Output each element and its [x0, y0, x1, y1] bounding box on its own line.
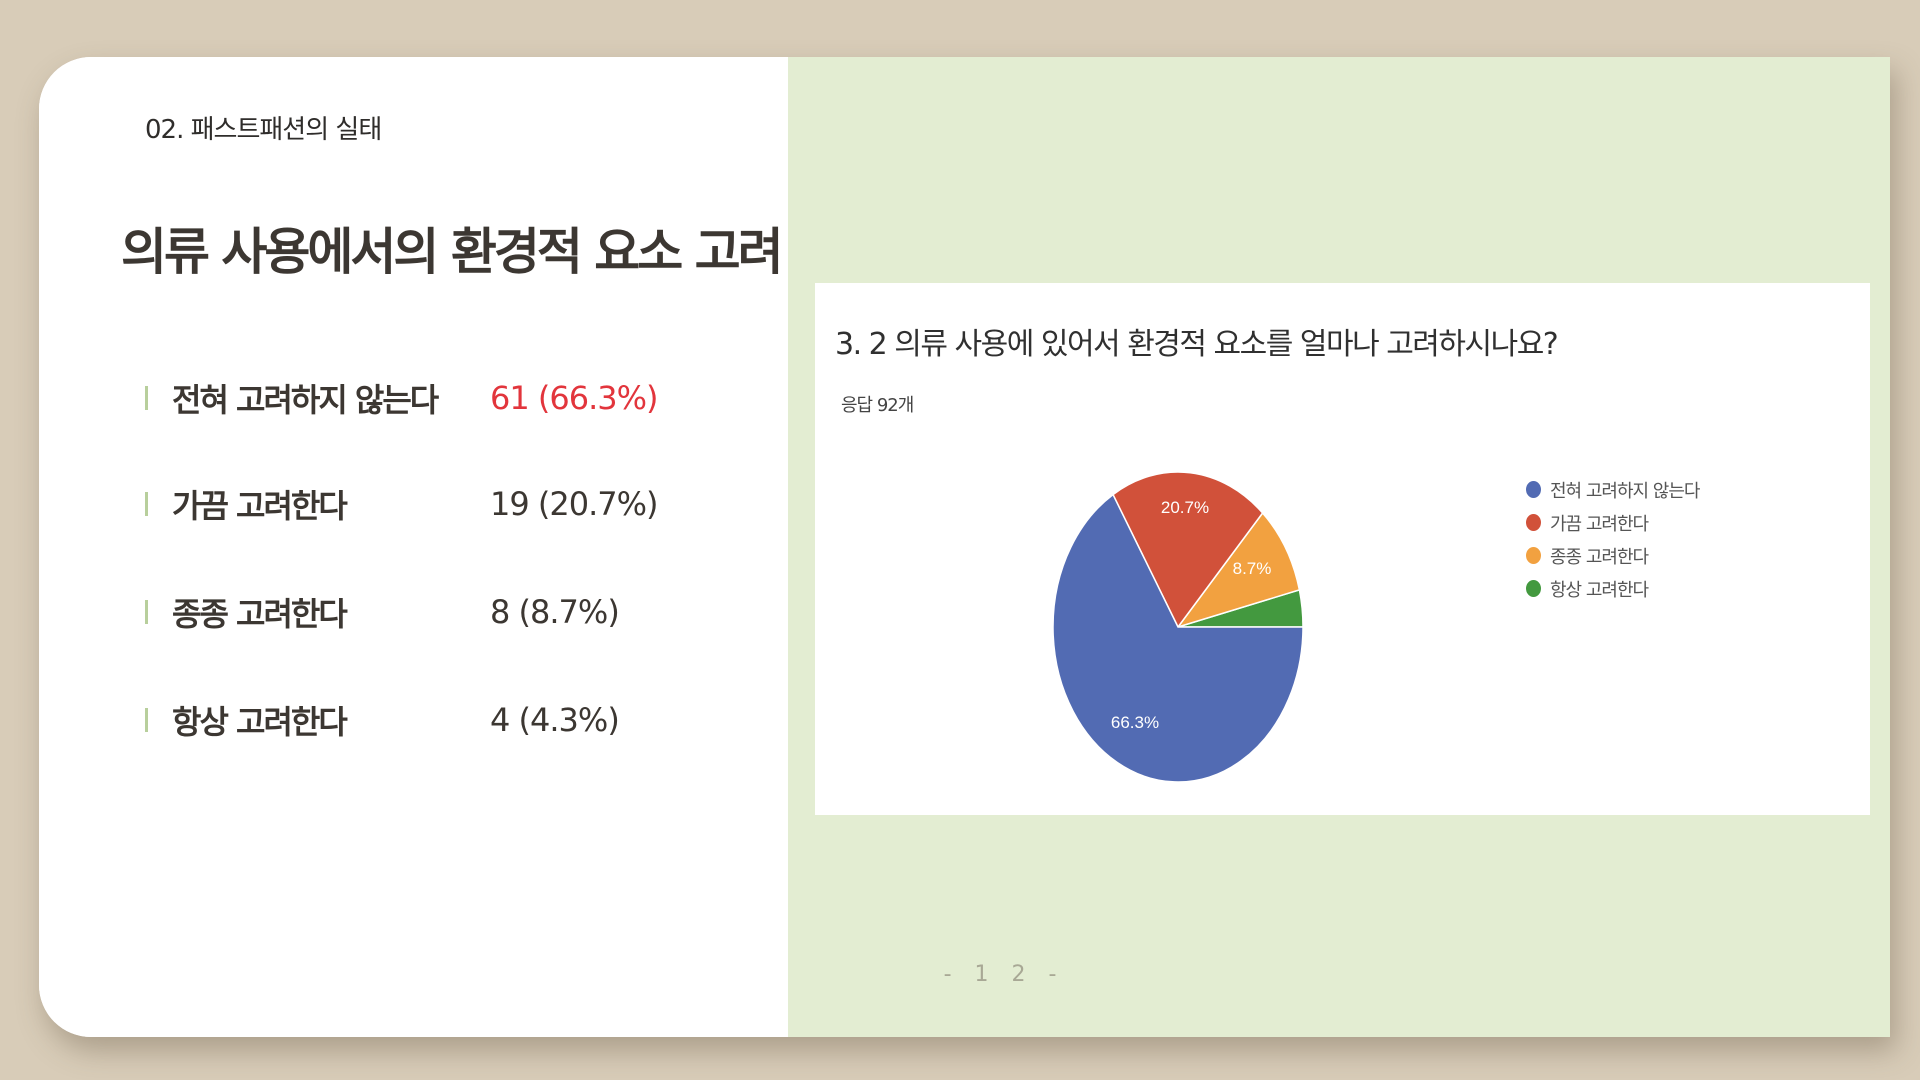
stat-row-always: 항상 고려한다 4 (4.3%): [145, 698, 620, 742]
legend-item-sometimes: 가끔 고려한다: [1526, 506, 1699, 539]
pie-slice-sometimes: [1112, 471, 1264, 629]
pie-slice-never: [1052, 493, 1304, 783]
slice-label-never: 66.3%: [1111, 713, 1159, 732]
accent-bar: [145, 708, 148, 732]
stat-value: 8 (8.7%): [490, 593, 620, 631]
chart-legend: 전혀 고려하지 않는다 가끔 고려한다 종종 고려한다 항상 고려한다: [1526, 473, 1700, 605]
page-number: - 1 2 -: [943, 962, 1065, 987]
pie-chart: 20.7% 8.7% 66.3%: [1052, 471, 1304, 783]
legend-label: 가끔 고려한다: [1550, 513, 1649, 535]
chart-card: 3. 2 의류 사용에 있어서 환경적 요소를 얼마나 고려하시나요? 응답 9…: [815, 283, 1870, 815]
slice-label-sometimes: 20.7%: [1161, 498, 1209, 517]
legend-dot-icon: [1526, 514, 1541, 531]
slide: 02. 패스트패션의 실태 의류 사용에서의 환경적 요소 고려 전혀 고려하지…: [39, 57, 1890, 1037]
stat-value: 4 (4.3%): [490, 701, 620, 739]
stat-row-sometimes: 가끔 고려한다 19 (20.7%): [145, 482, 659, 526]
legend-label: 종종 고려한다: [1550, 546, 1649, 568]
stat-row-often: 종종 고려한다 8 (8.7%): [145, 590, 620, 634]
legend-item-always: 항상 고려한다: [1526, 572, 1699, 605]
legend-label: 전혀 고려하지 않는다: [1550, 480, 1700, 502]
stat-value: 61 (66.3%): [490, 379, 659, 417]
response-count: 응답 92개: [841, 395, 914, 416]
stat-label: 가끔 고려한다: [172, 487, 348, 525]
legend-dot-icon: [1526, 547, 1541, 564]
accent-bar: [145, 600, 148, 624]
chart-question: 3. 2 의류 사용에 있어서 환경적 요소를 얼마나 고려하시나요?: [835, 327, 1559, 362]
slice-label-often: 8.7%: [1233, 559, 1272, 578]
legend-item-often: 종종 고려한다: [1526, 539, 1699, 572]
legend-dot-icon: [1526, 580, 1541, 597]
legend-label: 항상 고려한다: [1550, 579, 1649, 601]
stat-label: 종종 고려한다: [172, 595, 348, 633]
pie-slice-often: [1176, 511, 1301, 629]
accent-bar: [145, 386, 148, 410]
left-panel: 02. 패스트패션의 실태 의류 사용에서의 환경적 요소 고려 전혀 고려하지…: [39, 57, 788, 1037]
stat-label: 전혀 고려하지 않는다: [172, 381, 439, 419]
section-label: 02. 패스트패션의 실태: [145, 115, 382, 145]
accent-bar: [145, 492, 148, 516]
legend-dot-icon: [1526, 481, 1541, 498]
stat-value: 19 (20.7%): [490, 485, 659, 523]
page-title: 의류 사용에서의 환경적 요소 고려: [121, 223, 784, 281]
stat-row-never: 전혀 고려하지 않는다 61 (66.3%): [145, 376, 659, 420]
legend-item-never: 전혀 고려하지 않는다: [1526, 473, 1700, 506]
stat-label: 항상 고려한다: [172, 703, 348, 741]
